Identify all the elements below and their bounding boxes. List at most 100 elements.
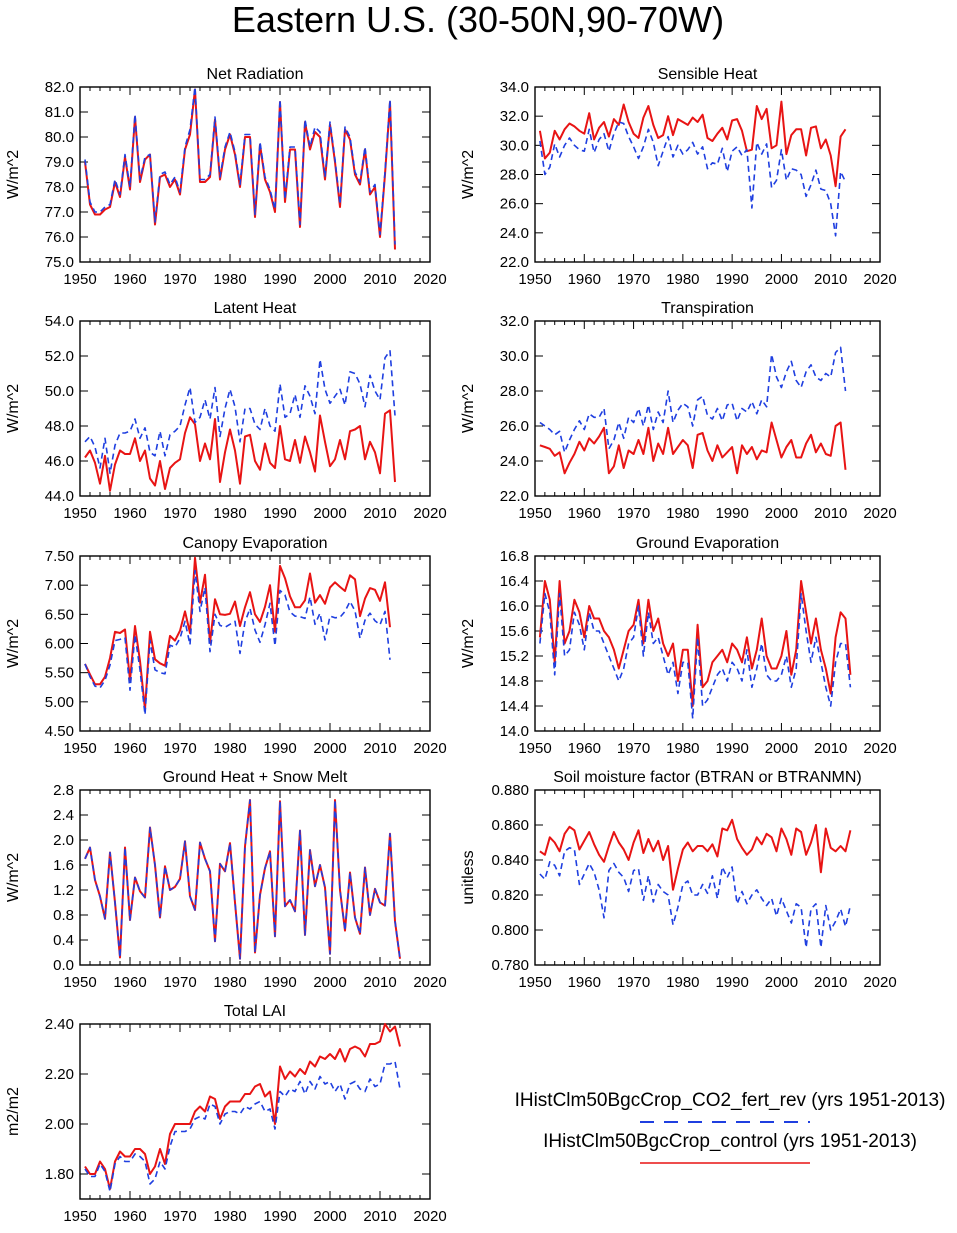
y-tick-label: 0.4 xyxy=(53,932,74,949)
y-tick-label: 0.840 xyxy=(491,852,529,869)
x-tick-label: 1980 xyxy=(666,271,699,288)
series-line-control xyxy=(538,580,852,707)
y-tick-label: 0.820 xyxy=(491,887,529,904)
chart-panel-2: Sensible Heat W/m^2 1950 1960 1970 1980 1990 20… xyxy=(460,66,897,288)
series-line-co2-fert-rev xyxy=(539,346,847,454)
series-line-control xyxy=(84,409,396,492)
series-line-control xyxy=(538,100,847,188)
x-tick-label: 1970 xyxy=(163,271,196,288)
y-tick-label: 6.00 xyxy=(45,636,74,653)
x-tick-label: 1990 xyxy=(263,271,296,288)
chart-title: Soil moisture factor (BTRAN or BTRANMN) xyxy=(553,769,862,786)
x-tick-label: 1950 xyxy=(63,1208,96,1225)
chart-panel-8: Soil moisture factor (BTRAN or BTRANMN) u… xyxy=(460,769,897,991)
x-tick-label: 1950 xyxy=(63,740,96,757)
y-tick-label: 5.00 xyxy=(45,694,74,711)
x-tick-label: 1980 xyxy=(666,505,699,522)
x-tick-label: 1990 xyxy=(263,974,296,991)
x-tick-label: 2010 xyxy=(363,974,396,991)
y-tick-label: 75.0 xyxy=(45,254,74,271)
series-line-co2-fert-rev xyxy=(84,799,401,960)
x-tick-label: 1970 xyxy=(163,505,196,522)
x-tick-label: 2020 xyxy=(413,271,446,288)
y-tick-label: 0.880 xyxy=(491,782,529,799)
series-line-control xyxy=(539,818,852,891)
chart-panel-5: Canopy Evaporation W/m^2 1950 1960 1970 1980 1… xyxy=(5,535,447,757)
x-tick-label: 1960 xyxy=(113,740,146,757)
x-tick-label: 1960 xyxy=(113,271,146,288)
plot-frame xyxy=(534,555,881,732)
y-tick-label: 54.0 xyxy=(45,313,74,330)
y-tick-label: 16.0 xyxy=(500,598,529,615)
x-tick-label: 1980 xyxy=(213,271,246,288)
x-tick-label: 1970 xyxy=(163,1208,196,1225)
chart-panel-3: Latent Heat W/m^2 1950 1960 1970 1980 1990 2000… xyxy=(5,300,447,522)
x-tick-label: 2010 xyxy=(363,740,396,757)
y-tick-label: 7.00 xyxy=(45,577,74,594)
plot-frame xyxy=(534,789,881,966)
y-tick-label: 0.0 xyxy=(53,957,74,974)
x-tick-label: 1970 xyxy=(617,271,650,288)
x-tick-label: 1960 xyxy=(113,505,146,522)
panels-group: Net Radiation W/m^2 1950 1960 1970 1980 1990 20… xyxy=(5,66,897,1225)
plot-frame xyxy=(79,86,431,263)
y-tick-label: 44.0 xyxy=(45,488,74,505)
y-tick-label: 1.2 xyxy=(53,882,74,899)
y-tick-label: 2.20 xyxy=(45,1066,74,1083)
x-tick-label: 2010 xyxy=(363,271,396,288)
legend-label-control: IHistClm50BgcCrop_control (yrs 1951-2013… xyxy=(543,1131,917,1152)
x-tick-label: 1970 xyxy=(163,974,196,991)
chart-panel-7: Ground Heat + Snow Melt W/m^2 1950 1960 1970… xyxy=(5,769,447,991)
y-tick-label: 26.0 xyxy=(500,418,529,435)
x-tick-label: 1950 xyxy=(518,974,551,991)
x-tick-label: 1990 xyxy=(715,271,748,288)
chart-title: Net Radiation xyxy=(207,66,304,83)
legend: IHistClm50BgcCrop_CO2_fert_rev (yrs 1951… xyxy=(515,1090,946,1164)
x-tick-label: 2020 xyxy=(863,505,896,522)
x-tick-label: 2010 xyxy=(814,974,847,991)
y-axis-label: W/m^2 xyxy=(460,619,477,668)
y-axis-label: W/m^2 xyxy=(5,619,22,668)
y-tick-label: 30.0 xyxy=(500,137,529,154)
y-tick-label: 14.8 xyxy=(500,673,529,690)
y-tick-label: 7.50 xyxy=(45,548,74,565)
y-tick-label: 1.6 xyxy=(53,857,74,874)
y-tick-label: 50.0 xyxy=(45,383,74,400)
x-tick-label: 2020 xyxy=(863,974,896,991)
y-tick-label: 24.0 xyxy=(500,453,529,470)
x-tick-label: 1970 xyxy=(617,740,650,757)
legend-label-co2-fert: IHistClm50BgcCrop_CO2_fert_rev (yrs 1951… xyxy=(515,1090,946,1111)
y-tick-label: 28.0 xyxy=(500,167,529,184)
y-tick-label: 46.0 xyxy=(45,453,74,470)
x-tick-label: 1950 xyxy=(518,740,551,757)
y-tick-label: 52.0 xyxy=(45,348,74,365)
y-tick-label: 22.0 xyxy=(500,488,529,505)
y-tick-label: 14.0 xyxy=(500,723,529,740)
y-tick-label: 78.0 xyxy=(45,179,74,196)
x-tick-label: 1960 xyxy=(113,1208,146,1225)
y-axis-label: W/m^2 xyxy=(5,384,22,433)
y-tick-label: 77.0 xyxy=(45,204,74,221)
chart-title: Ground Heat + Snow Melt xyxy=(163,769,348,786)
x-tick-label: 1980 xyxy=(213,505,246,522)
series-line-co2-fert-rev xyxy=(539,121,847,237)
chart-title: Total LAI xyxy=(224,1003,286,1020)
x-tick-label: 2010 xyxy=(363,1208,396,1225)
x-tick-label: 1950 xyxy=(63,974,96,991)
x-tick-label: 1980 xyxy=(213,974,246,991)
y-tick-label: 32.0 xyxy=(500,108,529,125)
y-tick-label: 2.40 xyxy=(45,1016,74,1033)
y-tick-label: 4.50 xyxy=(45,723,74,740)
y-tick-label: 76.0 xyxy=(45,229,74,246)
y-tick-label: 5.50 xyxy=(45,665,74,682)
x-tick-label: 1970 xyxy=(617,974,650,991)
y-tick-label: 82.0 xyxy=(45,79,74,96)
chart-title: Sensible Heat xyxy=(658,66,758,83)
y-tick-label: 32.0 xyxy=(500,313,529,330)
chart-title: Transpiration xyxy=(661,300,754,317)
y-tick-label: 15.2 xyxy=(500,648,529,665)
x-tick-label: 2020 xyxy=(863,271,896,288)
chart-title: Latent Heat xyxy=(214,300,297,317)
x-tick-label: 1980 xyxy=(666,740,699,757)
series-line-control xyxy=(84,556,391,711)
